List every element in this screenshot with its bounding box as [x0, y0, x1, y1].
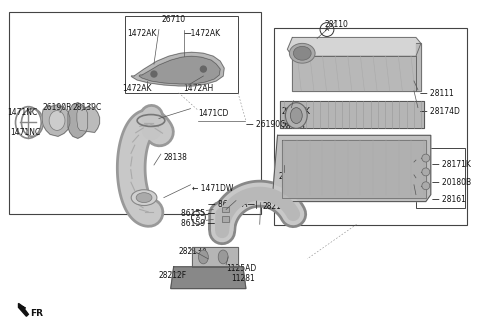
- Text: 1472AH: 1472AH: [184, 84, 214, 93]
- Polygon shape: [288, 37, 421, 56]
- Text: A: A: [325, 27, 329, 32]
- Bar: [222, 207, 229, 213]
- Text: 28213A: 28213A: [179, 247, 208, 256]
- Text: FR: FR: [30, 309, 43, 318]
- Text: 1472AK: 1472AK: [127, 29, 157, 37]
- Text: — 28161: — 28161: [432, 195, 466, 204]
- Text: ← 1471DW: ← 1471DW: [192, 184, 233, 193]
- Bar: [416, 148, 466, 208]
- Text: — 28171K: — 28171K: [432, 160, 470, 169]
- Text: 1125AD: 1125AD: [226, 264, 256, 273]
- Ellipse shape: [198, 250, 208, 264]
- Text: 11281: 11281: [231, 274, 255, 283]
- Text: 28113: 28113: [281, 122, 305, 132]
- Text: — 28174D: — 28174D: [420, 107, 460, 116]
- Circle shape: [422, 168, 430, 176]
- Text: 26190R: 26190R: [42, 103, 72, 112]
- Ellipse shape: [49, 111, 65, 131]
- Text: 28210: 28210: [263, 202, 287, 211]
- Polygon shape: [139, 56, 220, 84]
- Text: — 26190G: — 26190G: [246, 120, 286, 130]
- Polygon shape: [171, 267, 246, 289]
- Circle shape: [151, 71, 157, 77]
- Ellipse shape: [289, 43, 315, 63]
- Text: 1472AK: 1472AK: [122, 84, 152, 93]
- Text: 1471NC: 1471NC: [7, 108, 37, 117]
- Ellipse shape: [136, 193, 152, 203]
- Text: 28115K: 28115K: [281, 107, 311, 116]
- Ellipse shape: [131, 190, 157, 206]
- Text: A: A: [196, 215, 201, 220]
- Polygon shape: [273, 135, 431, 202]
- Text: 28139C: 28139C: [72, 103, 101, 112]
- Circle shape: [422, 182, 430, 190]
- Ellipse shape: [218, 250, 228, 264]
- Polygon shape: [42, 105, 70, 136]
- Text: — 20180B: — 20180B: [432, 178, 471, 187]
- Text: 86159 —: 86159 —: [180, 219, 215, 228]
- Bar: [125, 16, 238, 93]
- Polygon shape: [131, 52, 224, 86]
- Text: 26710: 26710: [162, 15, 186, 24]
- Ellipse shape: [293, 46, 311, 60]
- Polygon shape: [68, 103, 88, 138]
- Text: 86155 —: 86155 —: [180, 210, 215, 218]
- Polygon shape: [292, 56, 416, 91]
- Polygon shape: [282, 140, 426, 197]
- Ellipse shape: [286, 103, 307, 128]
- Circle shape: [422, 154, 430, 162]
- Text: 28110: 28110: [325, 20, 349, 29]
- Text: 28138: 28138: [164, 153, 188, 162]
- Bar: [274, 28, 468, 225]
- Bar: [9, 12, 261, 215]
- Text: 28212F: 28212F: [159, 271, 187, 280]
- Polygon shape: [77, 107, 99, 133]
- Text: 1471CD: 1471CD: [198, 109, 229, 118]
- Text: —1472AK: —1472AK: [184, 29, 221, 37]
- Text: — 86157A—|: — 86157A—|: [208, 200, 258, 209]
- Circle shape: [201, 66, 206, 72]
- Polygon shape: [19, 303, 28, 316]
- Text: 28112: 28112: [278, 172, 302, 181]
- Text: 1471NC: 1471NC: [10, 128, 40, 137]
- Bar: [222, 216, 229, 222]
- Polygon shape: [192, 247, 238, 267]
- Polygon shape: [280, 101, 424, 128]
- Ellipse shape: [290, 108, 302, 123]
- Polygon shape: [416, 43, 421, 91]
- Text: — 28111: — 28111: [420, 89, 454, 98]
